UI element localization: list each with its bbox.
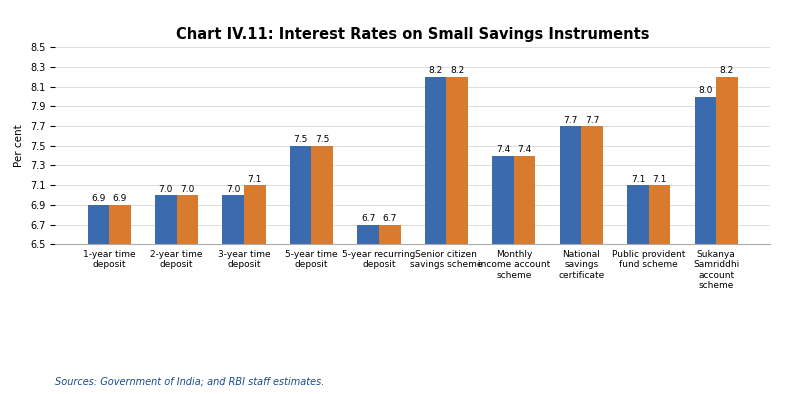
Text: 6.7: 6.7 [361, 214, 376, 223]
Legend: Q3:2023-24, Q4:2023-24: Q3:2023-24, Q4:2023-24 [261, 391, 450, 394]
Text: 7.5: 7.5 [293, 135, 308, 144]
Text: 7.7: 7.7 [585, 115, 599, 125]
Bar [87, 205, 109, 394]
Text: 7.1: 7.1 [630, 175, 645, 184]
Bar [716, 77, 738, 394]
Text: 7.7: 7.7 [564, 115, 578, 125]
Bar [424, 77, 446, 394]
Text: 7.0: 7.0 [180, 184, 195, 193]
Text: Sources: Government of India; and RBI staff estimates.: Sources: Government of India; and RBI st… [55, 376, 325, 386]
Bar [155, 195, 177, 394]
Bar [582, 126, 603, 394]
Bar [446, 77, 468, 394]
Bar [627, 185, 648, 394]
Text: 7.1: 7.1 [652, 175, 667, 184]
Text: 8.2: 8.2 [428, 66, 443, 75]
Text: 7.5: 7.5 [315, 135, 329, 144]
Bar [109, 205, 130, 394]
Text: 8.2: 8.2 [450, 66, 465, 75]
Bar [311, 146, 333, 394]
Text: 7.4: 7.4 [517, 145, 532, 154]
Bar [560, 126, 582, 394]
Bar [492, 156, 514, 394]
Text: 8.2: 8.2 [720, 66, 734, 75]
Y-axis label: Per cent: Per cent [14, 125, 24, 167]
Bar [358, 225, 379, 394]
Text: 7.4: 7.4 [496, 145, 510, 154]
Bar [290, 146, 311, 394]
Bar [648, 185, 670, 394]
Text: 6.9: 6.9 [91, 194, 105, 203]
Text: 7.0: 7.0 [226, 184, 241, 193]
Text: 6.9: 6.9 [112, 194, 127, 203]
Text: 7.0: 7.0 [159, 184, 173, 193]
Bar [244, 185, 266, 394]
Bar [695, 97, 716, 394]
Bar [379, 225, 401, 394]
Text: 7.1: 7.1 [248, 175, 262, 184]
Bar [222, 195, 244, 394]
Bar [177, 195, 198, 394]
Text: 8.0: 8.0 [698, 86, 713, 95]
Bar [514, 156, 535, 394]
Text: 6.7: 6.7 [383, 214, 397, 223]
Title: Chart IV.11: Interest Rates on Small Savings Instruments: Chart IV.11: Interest Rates on Small Sav… [176, 27, 649, 42]
